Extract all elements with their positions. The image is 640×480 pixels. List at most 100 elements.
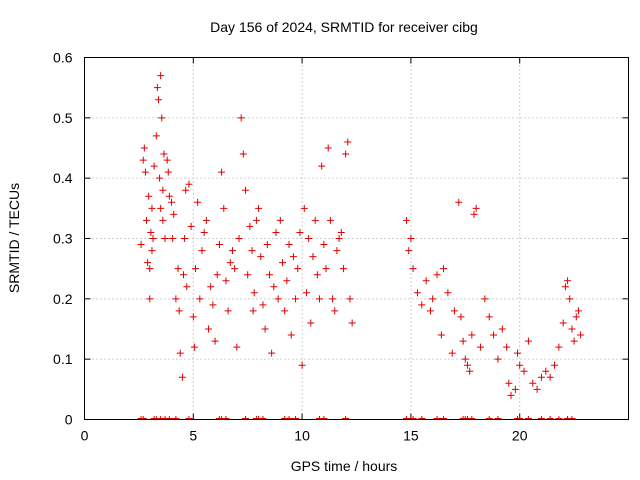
y-tick-label: 0.6 — [53, 50, 73, 66]
data-point — [272, 228, 280, 236]
data-point — [339, 265, 347, 273]
data-point — [490, 331, 498, 339]
data-point — [154, 96, 162, 104]
data-point — [265, 271, 273, 279]
y-tick-label: 0.2 — [53, 291, 73, 307]
data-point — [248, 247, 256, 255]
data-point — [326, 216, 334, 224]
data-point — [481, 295, 489, 303]
data-point — [246, 222, 254, 230]
data-point — [215, 241, 223, 249]
chart-title: Day 156 of 2024, SRMTID for receiver cib… — [210, 19, 478, 35]
x-tick-label: 10 — [294, 428, 310, 444]
data-point — [276, 216, 284, 224]
zero-point — [440, 416, 448, 420]
data-point — [145, 192, 153, 200]
data-point — [250, 289, 258, 297]
data-point — [181, 235, 189, 242]
data-point — [261, 325, 269, 333]
data-point — [437, 331, 445, 339]
data-point — [529, 379, 537, 387]
data-point — [305, 235, 313, 242]
zero-point — [485, 416, 493, 420]
y-tick-label: 0.4 — [53, 170, 73, 186]
x-tick-label: 15 — [403, 428, 419, 444]
data-point — [302, 289, 310, 297]
data-point — [537, 373, 545, 381]
data-point — [413, 289, 421, 297]
y-tick-label: 0.5 — [53, 110, 73, 126]
zero-point — [555, 416, 563, 420]
data-point — [309, 253, 317, 261]
data-point — [222, 277, 230, 285]
points-layer — [137, 72, 585, 420]
data-point — [202, 216, 210, 224]
data-point — [292, 295, 300, 303]
data-point — [514, 349, 522, 357]
data-point — [218, 168, 226, 176]
data-point — [507, 391, 515, 399]
data-point — [542, 367, 550, 375]
data-point — [153, 84, 161, 92]
data-point — [228, 247, 236, 255]
data-point — [196, 295, 204, 303]
data-point — [263, 241, 271, 249]
data-point — [148, 204, 156, 212]
data-point — [564, 277, 572, 285]
zero-point — [259, 416, 267, 420]
data-point — [433, 271, 441, 279]
y-tick-label: 0.1 — [53, 351, 73, 367]
data-point — [450, 307, 458, 315]
data-point — [149, 235, 157, 242]
data-point — [165, 192, 173, 200]
data-point — [224, 307, 232, 315]
zero-point — [568, 416, 576, 420]
data-point — [285, 241, 293, 249]
data-point — [322, 265, 330, 273]
data-point — [172, 295, 180, 303]
data-point — [194, 198, 202, 206]
data-point — [440, 265, 448, 273]
data-point — [211, 337, 219, 345]
data-point — [209, 301, 217, 309]
data-point — [294, 265, 302, 273]
data-point — [444, 289, 452, 297]
data-point — [405, 247, 413, 255]
data-point — [168, 198, 176, 206]
data-point — [300, 204, 308, 212]
data-point — [316, 295, 324, 303]
data-point — [494, 355, 502, 363]
data-point — [324, 144, 332, 152]
data-point — [455, 198, 463, 206]
data-point — [283, 277, 291, 285]
data-point — [461, 355, 469, 363]
data-point — [320, 241, 328, 249]
data-point — [249, 307, 257, 315]
data-point — [157, 72, 165, 80]
zero-point — [537, 416, 545, 420]
data-point — [279, 259, 287, 267]
data-point — [187, 222, 195, 230]
data-point — [180, 271, 188, 279]
data-point — [160, 150, 168, 158]
data-point — [200, 228, 208, 236]
data-point — [457, 313, 465, 321]
zero-point — [468, 416, 476, 420]
data-point — [146, 265, 154, 273]
data-point — [337, 228, 345, 236]
data-point — [158, 114, 166, 122]
data-point — [156, 174, 164, 182]
data-point — [157, 204, 165, 212]
data-point — [174, 265, 182, 273]
x-tick-label: 20 — [512, 428, 528, 444]
zero-point — [222, 416, 230, 420]
data-point — [255, 204, 263, 212]
data-point — [533, 385, 541, 393]
zero-point — [524, 416, 532, 420]
data-point — [335, 235, 343, 242]
x-tick-label: 5 — [189, 428, 197, 444]
data-point — [242, 186, 250, 194]
data-point — [189, 313, 197, 321]
data-point — [409, 265, 417, 273]
data-point — [472, 204, 480, 212]
